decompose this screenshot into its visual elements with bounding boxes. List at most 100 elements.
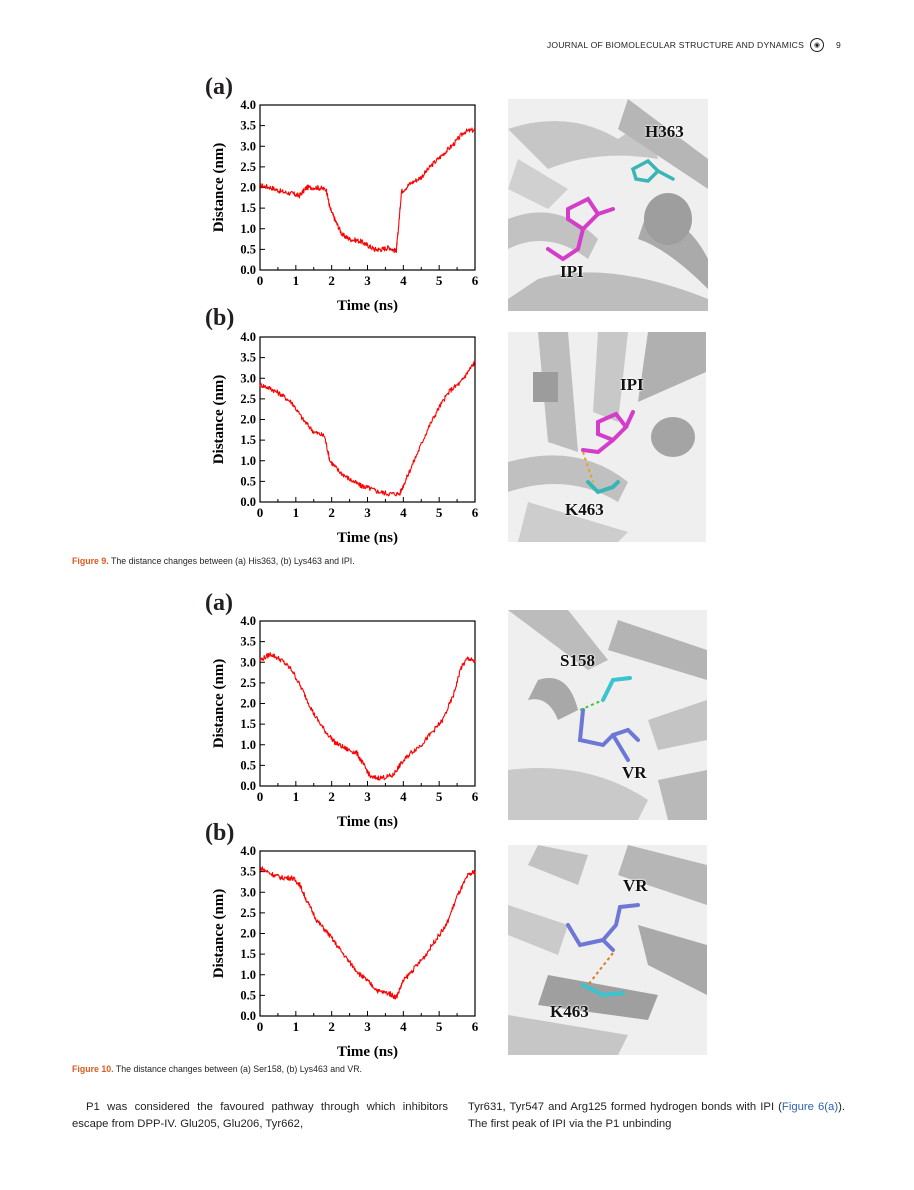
y-tick-label: 0.0 — [240, 779, 256, 793]
x-tick-label: 5 — [436, 505, 443, 520]
x-tick-label: 2 — [328, 273, 335, 288]
x-tick-label: 5 — [436, 1019, 443, 1034]
y-tick-label: 3.0 — [240, 139, 256, 153]
chart-svg: 0 1 2 3 4 5 6 0.0 0.5 1.0 1.5 2.0 2.5 3.0 3.5 4.0 Time (… — [211, 844, 479, 1060]
x-tick-label: 2 — [328, 1019, 335, 1034]
x-tick-label: 0 — [257, 505, 264, 520]
fig10-panel-b-label: (b) — [205, 820, 235, 846]
y-tick-label: 1.5 — [240, 201, 256, 215]
y-tick-label: 0.5 — [240, 758, 256, 772]
x-tick-label: 3 — [364, 1019, 371, 1034]
y-tick-label: 1.0 — [240, 968, 256, 982]
x-tick-label: 3 — [364, 505, 371, 520]
y-tick-label: 2.5 — [240, 160, 256, 174]
running-head: JOURNAL OF BIOMOLECULAR STRUCTURE AND DY… — [547, 38, 841, 52]
y-tick-label: 1.0 — [240, 222, 256, 236]
fig10b-structure-image — [508, 845, 707, 1055]
y-axis-label: Distance (nm) — [211, 889, 227, 979]
y-tick-label: 1.5 — [240, 947, 256, 961]
distance-series-line — [259, 360, 476, 497]
fig10b-residue-label-k463: K463 — [550, 1002, 589, 1021]
y-tick-label: 3.5 — [240, 865, 256, 879]
fig9b-residue-label-ipi: IPI — [620, 375, 644, 394]
fig10a-structure-image — [508, 610, 707, 820]
x-tick-label: 0 — [257, 1019, 264, 1034]
fig9a-residue-label-h363: H363 — [645, 122, 684, 141]
fig9b-residue-label-k463: K463 — [565, 500, 604, 519]
y-tick-label: 0.0 — [240, 263, 256, 277]
fig10a-distance-plot: 0 1 2 3 4 5 6 0.0 0.5 1.0 1.5 2.0 2.5 3.0 3.5 4.0 Time (… — [200, 614, 490, 831]
x-axis-label: Time (ns) — [337, 1044, 398, 1060]
journal-title: JOURNAL OF BIOMOLECULAR STRUCTURE AND DY… — [546, 40, 805, 50]
y-axis-label: Distance (nm) — [211, 143, 227, 233]
y-tick-label: 0.0 — [240, 495, 256, 509]
y-tick-label: 2.0 — [240, 927, 256, 941]
x-tick-label: 3 — [364, 273, 371, 288]
chart-svg: 0 1 2 3 4 5 6 0.0 0.5 1.0 1.5 2.0 2.5 3.0 3.5 4.0 Time (… — [211, 98, 479, 314]
distance-series-line — [259, 866, 476, 1000]
fig9a-distance-plot: 0 1 2 3 4 5 6 0.0 0.5 1.0 1.5 2.0 2.5 3.0 3.5 4.0 Time (… — [200, 98, 490, 315]
figure-6a-link[interactable]: Figure 6(a) — [781, 1101, 839, 1113]
y-tick-label: 4.0 — [240, 98, 256, 112]
y-axis-label: Distance (nm) — [211, 659, 227, 749]
x-tick-label: 1 — [293, 789, 300, 804]
fig9b-distance-plot: 0 1 2 3 4 5 6 0.0 0.5 1.0 1.5 2.0 2.5 3.0 3.5 4.0 Time (… — [200, 330, 490, 547]
page-number: 9 — [836, 40, 841, 50]
y-tick-label: 3.5 — [240, 119, 256, 133]
figure9-caption-text: The distance changes between (a) His363,… — [110, 556, 355, 566]
figure9-caption-number: Figure 9. — [72, 556, 109, 566]
x-tick-label: 2 — [328, 789, 335, 804]
y-tick-label: 3.5 — [240, 351, 256, 365]
y-tick-label: 3.0 — [240, 885, 256, 899]
y-tick-label: 1.0 — [240, 454, 256, 468]
fig9-panel-a-label: (a) — [205, 74, 233, 100]
x-tick-label: 4 — [400, 789, 407, 804]
x-tick-label: 6 — [472, 1019, 479, 1034]
y-tick-label: 2.0 — [240, 413, 256, 427]
x-tick-label: 6 — [472, 505, 479, 520]
body-paragraph-right: Tyr631, Tyr547 and Arg125 formed hydroge… — [468, 1099, 845, 1133]
x-tick-label: 6 — [472, 273, 479, 288]
y-tick-label: 0.5 — [240, 474, 256, 488]
x-tick-label: 5 — [436, 273, 443, 288]
y-tick-label: 0.5 — [240, 988, 256, 1002]
body-right-text-2: ). The first peak of IPI via the P1 unbi… — [468, 1101, 845, 1130]
chart-svg: 0 1 2 3 4 5 6 0.0 0.5 1.0 1.5 2.0 2.5 3.0 3.5 4.0 Time (… — [211, 614, 479, 830]
y-tick-label: 2.5 — [240, 906, 256, 920]
plot-frame — [259, 336, 476, 503]
x-tick-label: 2 — [328, 505, 335, 520]
y-tick-label: 0.0 — [240, 1009, 256, 1023]
y-tick-label: 1.5 — [240, 433, 256, 447]
journal-logo-icon: ◉ — [810, 38, 825, 52]
x-tick-label: 0 — [257, 273, 264, 288]
plot-frame — [259, 850, 476, 1017]
x-axis-label: Time (ns) — [337, 530, 398, 546]
chart-svg: 0 1 2 3 4 5 6 0.0 0.5 1.0 1.5 2.0 2.5 3.0 3.5 4.0 Time (… — [211, 330, 479, 546]
x-tick-label: 0 — [257, 789, 264, 804]
y-tick-label: 3.0 — [240, 655, 256, 669]
y-axis-label: Distance (nm) — [211, 375, 227, 465]
figure10-caption-text: The distance changes between (a) Ser158,… — [115, 1064, 362, 1074]
fig9-panel-b-label: (b) — [205, 305, 235, 331]
figure10-caption: Figure 10. The distance changes between … — [72, 1064, 362, 1074]
y-tick-label: 1.0 — [240, 738, 256, 752]
x-axis-label: Time (ns) — [337, 814, 398, 830]
plot-frame — [259, 620, 476, 787]
x-axis-label: Time (ns) — [337, 298, 398, 314]
y-tick-label: 4.0 — [240, 614, 256, 628]
body-right-text-1: Tyr631, Tyr547 and Arg125 formed hydroge… — [468, 1101, 782, 1113]
y-tick-label: 4.0 — [240, 330, 256, 344]
fig10b-residue-label-vr: VR — [623, 876, 648, 895]
fig9a-residue-label-ipi: IPI — [560, 262, 584, 281]
x-tick-label: 1 — [293, 1019, 300, 1034]
y-tick-label: 2.5 — [240, 392, 256, 406]
fig9b-structure-image — [508, 332, 706, 542]
y-tick-label: 2.0 — [240, 697, 256, 711]
fig10-panel-a-label: (a) — [205, 590, 233, 616]
x-tick-label: 5 — [436, 789, 443, 804]
fig10b-distance-plot: 0 1 2 3 4 5 6 0.0 0.5 1.0 1.5 2.0 2.5 3.0 3.5 4.0 Time (… — [200, 844, 490, 1061]
y-tick-label: 0.5 — [240, 242, 256, 256]
x-tick-label: 4 — [400, 273, 407, 288]
fig10a-residue-label-s158: S158 — [560, 651, 595, 670]
x-tick-label: 3 — [364, 789, 371, 804]
